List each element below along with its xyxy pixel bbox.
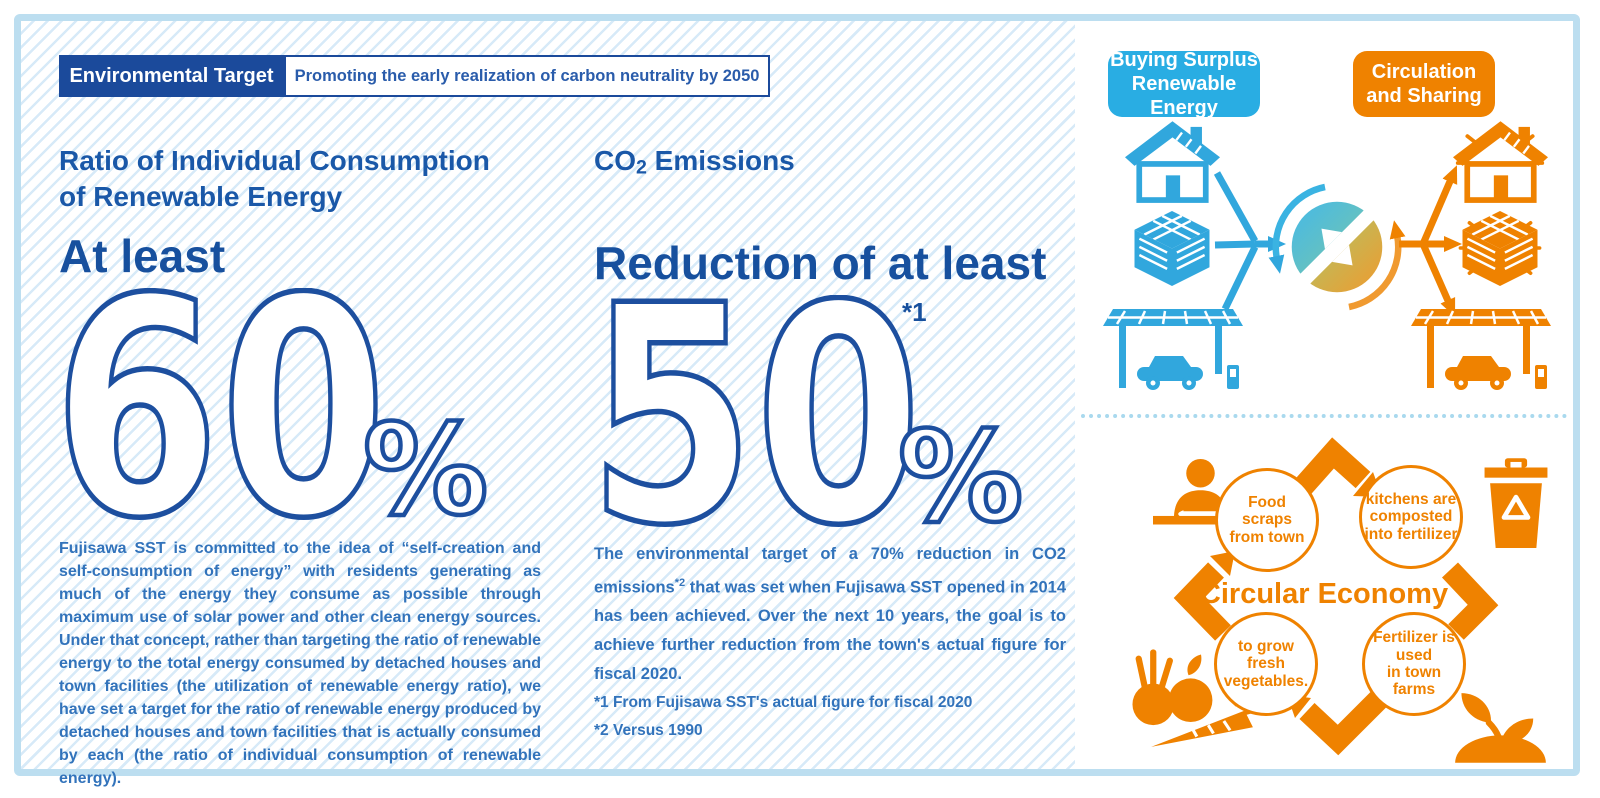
buying-surplus-badge: Buying Surplus Renewable Energy bbox=[1108, 49, 1260, 119]
co2-title-subscript: 2 bbox=[636, 156, 647, 179]
energy-sharing-diagram: Buying Surplus Renewable Energy Circulat… bbox=[1075, 21, 1573, 414]
co2-stat: 50 % *1 bbox=[588, 295, 1074, 540]
orange-diverge-arrows bbox=[1399, 165, 1462, 317]
solar-house-icon-orange bbox=[1453, 121, 1548, 200]
cycle-step-grow-vegetables: to grow fresh vegetables. bbox=[1214, 612, 1318, 716]
co2-value: 50 bbox=[588, 295, 922, 540]
footnote-1: *1 From Fujisawa SST's actual figure for… bbox=[594, 694, 973, 712]
solar-carport-icon-orange bbox=[1411, 309, 1551, 392]
co2-description-sup: *2 bbox=[674, 576, 686, 589]
cycle-step-composted: kitchens are composted into fertilizer bbox=[1359, 465, 1463, 569]
carbon-neutrality-tagline: Promoting the early realization of carbo… bbox=[284, 55, 770, 97]
energy-flow-figure bbox=[1103, 21, 1551, 392]
footnote-2: *2 Versus 1990 bbox=[594, 722, 703, 740]
header-strip: Environmental Target Promoting the early… bbox=[59, 55, 770, 97]
dotted-divider bbox=[1081, 414, 1567, 418]
energy-exchange-icon bbox=[1268, 183, 1406, 311]
co2-title: CO2 Emissions bbox=[594, 143, 1074, 186]
renewable-stat-figure: 60 % bbox=[53, 288, 491, 533]
seedling-icon bbox=[1455, 693, 1546, 763]
co2-description-part2: that was set when Fujisawa SST opened in… bbox=[594, 578, 1066, 684]
town-facility-icon-blue bbox=[1133, 211, 1211, 286]
cycle-step-fertilizer-used: Fertilizer is used in town farms bbox=[1362, 612, 1466, 716]
co2-title-prefix: CO bbox=[594, 145, 636, 176]
circular-economy-diagram: Food scraps from town kitchens are compo… bbox=[1075, 418, 1573, 769]
co2-emissions-column: CO2 Emissions Reduction of at least 50 %… bbox=[588, 143, 1074, 745]
co2-stat-figure: 50 % bbox=[588, 295, 1026, 540]
cycle-arrows bbox=[1173, 437, 1499, 756]
co2-description: The environmental target of a 70% reduct… bbox=[594, 540, 1066, 690]
co2-title-suffix: Emissions bbox=[646, 145, 795, 176]
co2-unit: % bbox=[898, 405, 1023, 540]
solar-house-icon-blue bbox=[1125, 121, 1220, 200]
co2-footnote-mark: *1 bbox=[902, 296, 927, 327]
renewable-unit: % bbox=[363, 398, 488, 533]
environmental-target-label: Environmental Target bbox=[59, 55, 284, 97]
renewable-value: 60 bbox=[53, 288, 387, 533]
renewable-stat: 60 % bbox=[53, 288, 559, 533]
environmental-target-panel: Environmental Target Promoting the early… bbox=[21, 21, 1075, 787]
renewable-ratio-title: Ratio of Individual Consumption of Renew… bbox=[59, 145, 490, 212]
renewable-qualifier: At least bbox=[59, 230, 226, 282]
solar-carport-icon-blue bbox=[1103, 309, 1243, 392]
renewable-description: Fujisawa SST is committed to the idea of… bbox=[59, 540, 541, 787]
circular-economy-title: Circular Economy bbox=[1199, 578, 1449, 610]
blue-converge-arrows bbox=[1213, 171, 1286, 311]
cycle-step-food-scraps: Food scraps from town bbox=[1215, 468, 1319, 572]
town-facility-icon-orange bbox=[1461, 211, 1539, 286]
infographic-frame: Environmental Target Promoting the early… bbox=[14, 14, 1580, 787]
circular-economy-figure bbox=[1075, 437, 1573, 769]
diagrams-panel: Buying Surplus Renewable Energy Circulat… bbox=[1075, 21, 1573, 769]
renewable-ratio-column: Ratio of Individual Consumption of Renew… bbox=[53, 143, 559, 790]
co2-description-part1: The environmental target of a 70% reduct… bbox=[594, 544, 1066, 597]
recycle-bin-icon bbox=[1485, 458, 1548, 548]
circulation-sharing-badge: Circulation and Sharing bbox=[1353, 51, 1495, 117]
co2-qualifier: Reduction of at least bbox=[594, 236, 1047, 289]
